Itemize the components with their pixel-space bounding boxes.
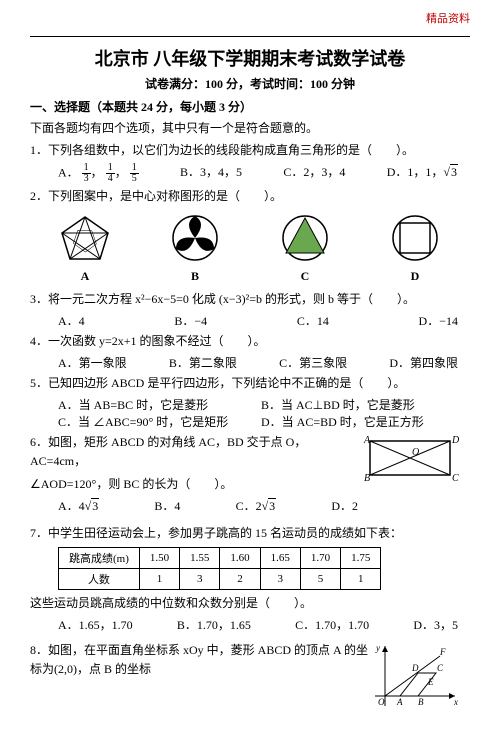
q1-opt-a: A． 13， 14， 15 bbox=[58, 163, 139, 184]
q4-opt-c: C．第三象限 bbox=[279, 354, 347, 371]
table-cell: 1.70 bbox=[300, 547, 340, 568]
q4-opt-b: B．第二象限 bbox=[169, 354, 237, 371]
q7-opt-c: C．1.70，1.70 bbox=[295, 616, 369, 633]
table-cell: 3 bbox=[260, 568, 300, 589]
question-5: 5．已知四边形 ABCD 是平行四边形，下列结论中不正确的是（ ）。 bbox=[30, 374, 470, 393]
q1-opt-c: C．2，3，4 bbox=[283, 163, 345, 184]
svg-text:C: C bbox=[452, 473, 459, 483]
table-header: 跳高成绩(m) bbox=[59, 547, 140, 568]
q6-opt-c: C．23 bbox=[236, 497, 277, 514]
table-header: 人数 bbox=[59, 568, 140, 589]
q2-shapes: A B C D bbox=[30, 213, 470, 284]
shape-c: C bbox=[278, 213, 333, 284]
svg-text:F: F bbox=[439, 647, 446, 657]
q5-opt-b: B．当 AC⊥BD 时，它是菱形 bbox=[261, 396, 461, 413]
q6-opt-a: A．43 bbox=[58, 497, 99, 514]
sqrt-icon: 3 bbox=[85, 499, 100, 514]
table-cell: 3 bbox=[180, 568, 220, 589]
q5-row1: A．当 AB=BC 时，它是菱形 B．当 AC⊥BD 时，它是菱形 bbox=[58, 396, 470, 413]
q3-opt-b: B．−4 bbox=[174, 312, 207, 329]
square-circle-icon bbox=[388, 213, 443, 263]
q1-options: A． 13， 14， 15 B．3，4，5 C．2，3，4 D．1，1，3 bbox=[58, 163, 458, 184]
table-cell: 1.65 bbox=[260, 547, 300, 568]
svg-text:D: D bbox=[411, 663, 419, 673]
petals-icon bbox=[168, 213, 223, 263]
q6-opt-b: B．4 bbox=[154, 497, 180, 514]
table-cell: 1.75 bbox=[341, 547, 381, 568]
question-7: 7．中学生田径运动会上，参加男子跳高的 15 名运动员的成绩如下表： bbox=[30, 524, 470, 543]
q4-options: A．第一象限 B．第二象限 C．第三象限 D．第四象限 bbox=[58, 354, 458, 371]
page-subtitle: 试卷满分：100 分，考试时间：100 分钟 bbox=[30, 75, 470, 92]
svg-text:E: E bbox=[427, 677, 434, 687]
svg-text:O: O bbox=[412, 447, 419, 458]
svg-text:A: A bbox=[363, 435, 371, 446]
table-row: 跳高成绩(m) 1.50 1.55 1.60 1.65 1.70 1.75 bbox=[59, 547, 381, 568]
shape-b-label: B bbox=[168, 269, 223, 284]
q8-figure: O x y A B C D E F bbox=[370, 641, 460, 711]
shape-c-label: C bbox=[278, 269, 333, 284]
question-3: 3．将一元二次方程 x²−6x−5=0 化成 (x−3)²=b 的形式，则 b … bbox=[30, 290, 470, 309]
q1-a-label: A． bbox=[58, 166, 79, 180]
table-cell: 2 bbox=[220, 568, 260, 589]
page-title: 北京市 八年级下学期期末考试数学试卷 bbox=[30, 45, 470, 71]
q4-opt-d: D．第四象限 bbox=[389, 354, 458, 371]
table-cell: 1.55 bbox=[180, 547, 220, 568]
section-heading: 一、选择题（本题共 24 分，每小题 3 分） bbox=[30, 98, 470, 115]
q7-opt-b: B．1.70，1.65 bbox=[177, 616, 251, 633]
q6-options: A．43 B．4 C．23 D．2 bbox=[58, 497, 358, 514]
question-1: 1．下列各组数中，以它们为边长的线段能构成直角三角形的是（ ）。 bbox=[30, 141, 470, 160]
q3-options: A．4 B．−4 C．14 D．−14 bbox=[58, 312, 458, 329]
q3-opt-d: D．−14 bbox=[419, 312, 458, 329]
frac: 15 bbox=[130, 163, 139, 184]
pentagon-icon bbox=[58, 213, 113, 263]
table-row: 人数 1 3 2 3 5 1 bbox=[59, 568, 381, 589]
q1-opt-d: D．1，1，3 bbox=[387, 163, 458, 184]
sqrt-icon: 3 bbox=[262, 499, 277, 514]
q1-d-label: D．1，1， bbox=[387, 165, 444, 179]
svg-text:C: C bbox=[437, 663, 444, 673]
q6-figure: A D B C O bbox=[360, 433, 460, 483]
q3-opt-c: C．14 bbox=[297, 312, 329, 329]
shape-d-label: D bbox=[388, 269, 443, 284]
question-4: 4．一次函数 y=2x+1 的图象不经过（ ）。 bbox=[30, 332, 470, 351]
table-cell: 1.50 bbox=[139, 547, 179, 568]
q4-opt-a: A．第一象限 bbox=[58, 354, 127, 371]
q5-row2: C．当 ∠ABC=90° 时，它是矩形 D．当 AC=BD 时，它是正方形 bbox=[58, 413, 470, 430]
frac: 14 bbox=[106, 163, 115, 184]
svg-text:y: y bbox=[375, 643, 380, 653]
table-cell: 1 bbox=[139, 568, 179, 589]
q7-opt-d: D．3，5 bbox=[413, 616, 458, 633]
q5-opt-c: C．当 ∠ABC=90° 时，它是矩形 bbox=[58, 413, 258, 430]
divider bbox=[30, 36, 470, 37]
shape-a: A bbox=[58, 213, 113, 284]
table-cell: 1 bbox=[341, 568, 381, 589]
frac: 13 bbox=[82, 163, 91, 184]
q3-opt-a: A．4 bbox=[58, 312, 85, 329]
q7-table: 跳高成绩(m) 1.50 1.55 1.60 1.65 1.70 1.75 人数… bbox=[58, 547, 381, 590]
shape-b: B bbox=[168, 213, 223, 284]
question-2: 2．下列图案中，是中心对称图形的是（ ）。 bbox=[30, 187, 470, 206]
q7-subtext: 这些运动员跳高成绩的中位数和众数分别是（ ）。 bbox=[30, 594, 470, 613]
svg-text:B: B bbox=[364, 473, 370, 483]
q1-opt-b: B．3，4，5 bbox=[180, 163, 242, 184]
table-cell: 5 bbox=[300, 568, 340, 589]
shape-a-label: A bbox=[58, 269, 113, 284]
table-cell: 1.60 bbox=[220, 547, 260, 568]
sqrt-icon: 3 bbox=[443, 165, 458, 180]
triangle-circle-icon bbox=[278, 213, 333, 263]
watermark: 精品资料 bbox=[426, 10, 470, 26]
intro-text: 下面各题均有四个选项，其中只有一个是符合题意的。 bbox=[30, 119, 470, 138]
q5-opt-d: D．当 AC=BD 时，它是正方形 bbox=[261, 413, 461, 430]
q7-opt-a: A．1.65，1.70 bbox=[58, 616, 133, 633]
shape-d: D bbox=[388, 213, 443, 284]
svg-text:D: D bbox=[451, 435, 460, 446]
q7-options: A．1.65，1.70 B．1.70，1.65 C．1.70，1.70 D．3，… bbox=[58, 616, 458, 633]
q5-opt-a: A．当 AB=BC 时，它是菱形 bbox=[58, 396, 258, 413]
q6-opt-d: D．2 bbox=[331, 497, 358, 514]
